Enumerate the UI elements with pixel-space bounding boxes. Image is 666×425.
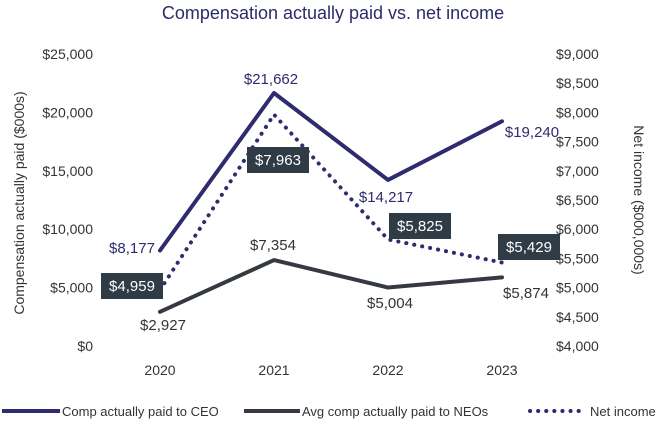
net-income-label-text: $7,963 bbox=[255, 152, 301, 169]
x-tick-label: 2022 bbox=[372, 362, 403, 378]
net-income-data-label: $5,825 bbox=[389, 213, 451, 239]
net-income-data-label: $7,963 bbox=[247, 147, 309, 173]
right-tick-label: $5,500 bbox=[556, 250, 599, 266]
left-axis-ticks: $0 $5,000 $10,000 $15,000 $20,000 $25,000 bbox=[42, 46, 93, 354]
net-income-label-box bbox=[101, 273, 163, 299]
right-axis-label: Net income ($000,000s) bbox=[631, 125, 647, 274]
legend-label-ceo: Comp actually paid to CEO bbox=[62, 404, 219, 419]
chart-title: Compensation actually paid vs. net incom… bbox=[162, 3, 504, 23]
legend-label-neo: Avg comp actually paid to NEOs bbox=[302, 404, 489, 419]
right-tick-label: $7,000 bbox=[556, 163, 599, 179]
series-line-2 bbox=[158, 112, 504, 292]
ceo-data-label: $14,217 bbox=[359, 189, 413, 206]
right-axis-ticks: $4,000 $4,500 $5,000 $5,500 $6,000 $6,500 $7,0… bbox=[556, 46, 599, 354]
left-axis-label: Compensation actually paid ($000s) bbox=[11, 91, 27, 314]
right-tick-label: $6,500 bbox=[556, 192, 599, 208]
series-line-1 bbox=[158, 258, 504, 314]
right-tick-label: $4,000 bbox=[556, 338, 599, 354]
x-axis-ticks: 2020 2021 2022 2023 bbox=[144, 362, 517, 378]
series-lines bbox=[158, 90, 504, 314]
net-income-data-label: $4,959 bbox=[101, 273, 163, 299]
neo-data-label: $2,927 bbox=[140, 317, 186, 334]
left-tick-label: $0 bbox=[77, 338, 93, 354]
net-income-label-box bbox=[389, 213, 451, 239]
series-line-0 bbox=[158, 90, 504, 253]
left-tick-label: $5,000 bbox=[50, 280, 93, 296]
right-tick-label: $6,000 bbox=[556, 221, 599, 237]
legend: Comp actually paid to CEO Avg comp actual… bbox=[2, 404, 656, 419]
right-tick-label: $8,000 bbox=[556, 104, 599, 120]
ceo-data-label: $8,177 bbox=[109, 240, 155, 257]
net-income-label-text: $5,429 bbox=[506, 239, 552, 256]
right-tick-label: $8,500 bbox=[556, 75, 599, 91]
left-tick-label: $10,000 bbox=[42, 221, 93, 237]
data-labels: $8,177 $21,662 $14,217 $19,240 $2,927 $7,354 $… bbox=[101, 71, 560, 334]
right-tick-label: $7,500 bbox=[556, 134, 599, 150]
net-income-label-box bbox=[247, 147, 309, 173]
left-tick-label: $15,000 bbox=[42, 163, 93, 179]
x-tick-label: 2020 bbox=[144, 362, 175, 378]
right-tick-label: $5,000 bbox=[556, 280, 599, 296]
neo-data-label: $7,354 bbox=[250, 237, 296, 254]
left-tick-label: $25,000 bbox=[42, 46, 93, 62]
right-tick-label: $4,500 bbox=[556, 309, 599, 325]
ceo-data-label: $21,662 bbox=[244, 71, 298, 88]
ceo-data-label: $19,240 bbox=[505, 124, 559, 141]
net-income-label-text: $5,825 bbox=[397, 218, 443, 235]
left-tick-label: $20,000 bbox=[42, 104, 93, 120]
net-income-data-label: $5,429 bbox=[498, 234, 560, 260]
neo-data-label: $5,004 bbox=[367, 295, 413, 312]
x-tick-label: 2021 bbox=[258, 362, 289, 378]
right-tick-label: $9,000 bbox=[556, 46, 599, 62]
net-income-label-box bbox=[498, 234, 560, 260]
legend-label-net-income: Net income bbox=[590, 404, 656, 419]
x-tick-label: 2023 bbox=[486, 362, 517, 378]
neo-data-label: $5,874 bbox=[503, 285, 549, 302]
net-income-label-text: $4,959 bbox=[109, 278, 155, 295]
